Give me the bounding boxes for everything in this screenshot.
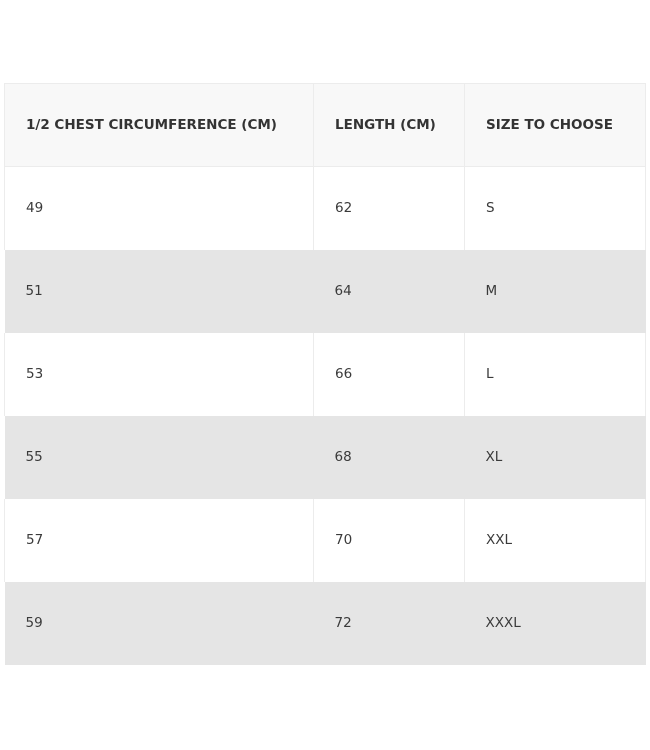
cell-chest: 59 <box>4 581 314 665</box>
header-size: SIZE TO CHOOSE <box>464 83 646 167</box>
cell-length: 64 <box>313 249 465 333</box>
table-row: 49 62 S <box>4 166 646 250</box>
table-row: 57 70 XXL <box>4 498 646 582</box>
cell-length: 70 <box>313 498 465 582</box>
cell-length: 68 <box>313 415 465 499</box>
header-length: LENGTH (CM) <box>313 83 465 167</box>
size-chart-table: 1/2 CHEST CIRCUMFERENCE (CM) LENGTH (CM)… <box>4 83 646 665</box>
cell-size: XXL <box>464 498 646 582</box>
cell-size: XL <box>464 415 646 499</box>
header-row: 1/2 CHEST CIRCUMFERENCE (CM) LENGTH (CM)… <box>4 83 646 167</box>
cell-chest: 53 <box>4 332 314 416</box>
cell-size: S <box>464 166 646 250</box>
table-row: 53 66 L <box>4 332 646 416</box>
table-row: 55 68 XL <box>4 415 646 499</box>
table-row: 59 72 XXXL <box>4 581 646 665</box>
cell-chest: 49 <box>4 166 314 250</box>
table-row: 51 64 M <box>4 249 646 333</box>
cell-size: L <box>464 332 646 416</box>
cell-chest: 55 <box>4 415 314 499</box>
cell-size: XXXL <box>464 581 646 665</box>
cell-chest: 51 <box>4 249 314 333</box>
cell-size: M <box>464 249 646 333</box>
header-chest: 1/2 CHEST CIRCUMFERENCE (CM) <box>4 83 314 167</box>
cell-length: 66 <box>313 332 465 416</box>
cell-length: 62 <box>313 166 465 250</box>
cell-chest: 57 <box>4 498 314 582</box>
cell-length: 72 <box>313 581 465 665</box>
